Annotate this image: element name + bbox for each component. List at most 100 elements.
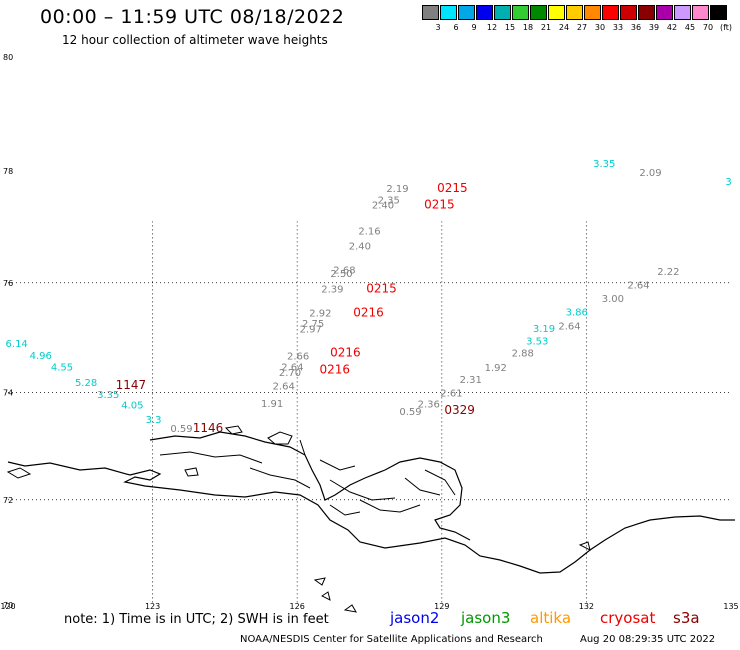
lon-tick-label: 120: [0, 602, 15, 611]
wave-height-label: 4.05: [121, 401, 143, 412]
wave-height-label: 2.36: [418, 400, 440, 411]
lon-tick-label: 126: [290, 602, 305, 611]
wave-height-label: 2.66: [287, 352, 309, 363]
coastline: [6, 425, 735, 613]
obs-time-label: 0216: [320, 362, 351, 376]
wave-height-label: 2.88: [512, 348, 534, 359]
wave-height-label: 2.19: [386, 184, 408, 195]
chart-title: 00:00 – 11:59 UTC 08/18/2022: [40, 6, 345, 28]
legend-label: 12: [486, 23, 498, 32]
wave-height-label: 1.92: [485, 363, 507, 374]
wave-height-label: 2.64: [558, 322, 580, 333]
legend-swatch: [584, 5, 601, 20]
wave-height-label: 2.75: [302, 319, 324, 330]
legend-swatch: [476, 5, 493, 20]
note-text: note: 1) Time is in UTC; 2) SWH is in fe…: [64, 612, 329, 627]
legend-swatch: [530, 5, 547, 20]
wave-height-label: 2.50: [330, 269, 352, 280]
wave-height-label: 3.35: [97, 390, 119, 401]
wave-height-label: 2.16: [358, 226, 380, 237]
legend-swatch: [674, 5, 691, 20]
wave-height-label: 2.40: [349, 241, 371, 252]
wave-height-label: 6.14: [6, 339, 28, 350]
wave-height-label: 2.35: [378, 196, 400, 207]
lat-tick-label: 74: [3, 388, 13, 397]
wave-height-label: 2.39: [321, 285, 343, 296]
lon-tick-label: 135: [723, 602, 738, 611]
lon-tick-label: 129: [434, 602, 449, 611]
wave-height-label: 3.53: [526, 336, 548, 347]
wave-height-label: 4.55: [51, 363, 73, 374]
wave-height-label: 5.28: [75, 378, 97, 389]
wave-height-label: 2.40: [372, 201, 394, 212]
legend-swatch: [620, 5, 637, 20]
lat-tick-label: 78: [3, 167, 13, 176]
wave-height-label: 2.64: [281, 363, 303, 374]
wave-height-label: 2.64: [627, 280, 649, 291]
credit-text: NOAA/NESDIS Center for Satellite Applica…: [240, 634, 543, 645]
wave-height-label: 2.92: [309, 308, 331, 319]
obs-time-label: 1147: [116, 378, 147, 392]
obs-time-label: 0216: [353, 305, 384, 319]
legend-swatch: [656, 5, 673, 20]
legend-label: 9: [471, 23, 477, 32]
legend-swatch: [494, 5, 511, 20]
chart-subtitle: 12 hour collection of altimeter wave hei…: [62, 33, 328, 47]
legend-label: 70: [702, 23, 714, 32]
legend-swatch: [710, 5, 727, 20]
wave-height-label: 2.09: [639, 168, 661, 179]
altimeter-observations: 2.192.352.402.162.402.682.502.392.922.75…: [6, 159, 732, 435]
legend-label: 21: [540, 23, 552, 32]
legend-label: 18: [522, 23, 534, 32]
obs-time-label: 0215: [424, 198, 455, 212]
legend-label: 33: [612, 23, 624, 32]
wave-height-label: 3.19: [533, 324, 555, 335]
legend-label: 30: [594, 23, 606, 32]
lat-tick-label: 72: [3, 496, 13, 505]
satellite-cryosat-label: cryosat: [600, 609, 656, 627]
lon-tick-label: 123: [145, 602, 160, 611]
coastline-channels: [159, 439, 456, 516]
wave-height-label: 2.68: [333, 265, 355, 276]
satellite-s3a-label: s3a: [673, 609, 700, 627]
legend-label: 24: [558, 23, 570, 32]
wave-height-label: 3.3: [146, 415, 162, 426]
wave-height-label: 4.96: [30, 351, 52, 362]
wave-height-label: 3.86: [566, 307, 588, 318]
legend-label: 36: [630, 23, 642, 32]
wave-height-label: 3: [725, 177, 731, 188]
coastline-delta: [149, 431, 471, 541]
legend-swatch: [692, 5, 709, 20]
legend-label: 15: [504, 23, 516, 32]
graticule: [8, 221, 731, 603]
lon-tick-label: 132: [579, 602, 594, 611]
legend-swatch: [512, 5, 529, 20]
legend-label: 3: [435, 23, 441, 32]
wave-height-label: 1.91: [261, 399, 283, 410]
obs-time-label: 0216: [330, 345, 361, 359]
wave-height-label: 2.31: [460, 375, 482, 386]
wave-height-label: 2.22: [657, 267, 679, 278]
lat-tick-label: 80: [3, 53, 13, 62]
legend-swatch: [638, 5, 655, 20]
obs-time-label: 0215: [437, 181, 468, 195]
legend-swatch: [440, 5, 457, 20]
wave-height-label: 2.64: [273, 382, 295, 393]
legend-swatch: [458, 5, 475, 20]
legend-swatch: [602, 5, 619, 20]
legend-label: 27: [576, 23, 588, 32]
lat-tick-label: 70: [3, 601, 13, 610]
lat-tick-label: 76: [3, 279, 13, 288]
satellite-jason3-label: jason3: [461, 609, 511, 627]
wave-height-label: 2.97: [300, 324, 322, 335]
coastline-islands: [6, 425, 591, 613]
obs-time-label: 1146: [193, 421, 224, 435]
obs-time-label: 0215: [366, 282, 397, 296]
legend-swatch: [548, 5, 565, 20]
coastline-mainland: [7, 461, 735, 574]
legend-label: 6: [453, 23, 459, 32]
legend-label: (ft): [719, 23, 733, 32]
wave-height-label: 2.70: [279, 368, 301, 379]
